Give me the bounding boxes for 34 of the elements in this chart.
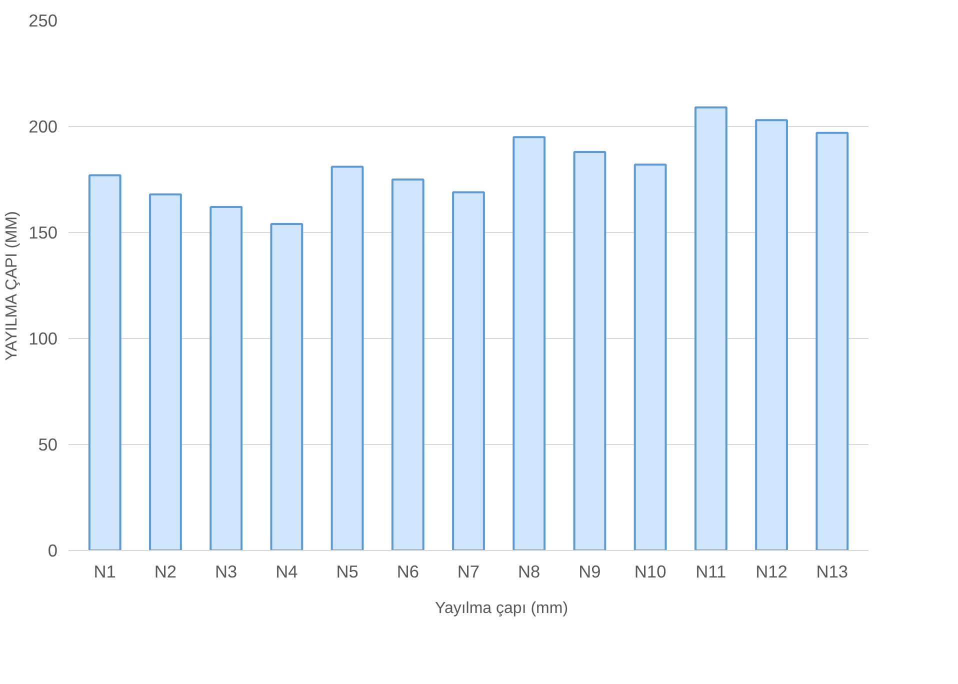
bar: [573, 150, 606, 550]
bar: [210, 206, 243, 550]
bar: [391, 178, 424, 550]
x-tick-label: N10: [634, 562, 666, 582]
bar: [330, 166, 364, 550]
bar: [88, 174, 122, 550]
x-tick-label: N9: [578, 562, 601, 582]
x-tick-label: N3: [215, 562, 238, 582]
x-tick-label: N13: [816, 562, 848, 582]
x-tick-label: N12: [756, 562, 788, 582]
bar: [694, 106, 728, 550]
y-tick-label: 200: [28, 116, 58, 136]
x-tick-label: N8: [518, 562, 540, 582]
bar: [270, 223, 304, 550]
bar: [634, 164, 667, 550]
y-tick-label: 100: [28, 328, 58, 348]
y-tick-label: 50: [38, 434, 58, 454]
x-tick-label: N11: [696, 562, 726, 582]
y-axis-title: YAYILMA ÇAPI (MM): [4, 211, 21, 361]
bar: [452, 191, 485, 550]
y-tick-label: 0: [48, 540, 58, 560]
x-tick-label: N1: [94, 562, 116, 582]
text: Yayılma çapı (mm): [434, 600, 568, 618]
x-tick-label: N2: [154, 562, 177, 582]
bar: [755, 119, 788, 550]
x-tick-label: N4: [276, 562, 298, 582]
x-tick-label: N7: [457, 562, 480, 582]
bar: [816, 132, 849, 550]
bar: [149, 193, 182, 550]
y-tick-label: 250: [28, 10, 58, 30]
x-tick-label: N6: [396, 562, 419, 582]
bar: [512, 136, 546, 550]
y-tick-label: 150: [28, 222, 58, 242]
x-tick-label: N5: [336, 562, 358, 582]
